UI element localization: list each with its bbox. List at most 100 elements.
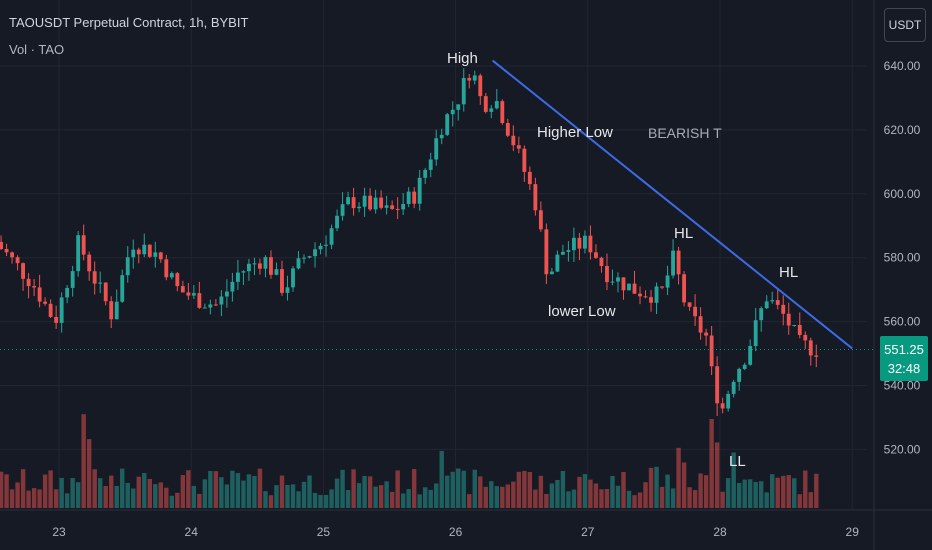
volume-bar: [103, 485, 108, 508]
candle: [775, 300, 780, 305]
candle: [483, 96, 488, 112]
volume-series: [0, 414, 819, 508]
candle: [660, 286, 664, 288]
candle: [434, 138, 439, 160]
volume-bar: [0, 471, 4, 508]
candle: [81, 235, 86, 255]
last-price-value: 551.25: [884, 342, 924, 357]
y-tick-label: 540.00: [884, 379, 921, 393]
annotation-hl-1: HL: [674, 225, 694, 242]
volume-bar: [340, 469, 345, 508]
volume-bar: [285, 484, 290, 508]
candle: [781, 304, 786, 314]
volume-bar: [329, 489, 334, 508]
candle: [527, 171, 532, 185]
candle: [246, 263, 251, 272]
candle: [472, 75, 477, 81]
candle: [500, 101, 505, 124]
volume-bar: [290, 484, 296, 508]
currency-button[interactable]: USDT: [884, 8, 926, 42]
volume-bar: [97, 478, 103, 508]
volume-bar: [714, 442, 720, 508]
candle: [549, 271, 554, 275]
candle: [362, 195, 367, 207]
volume-bar: [456, 468, 461, 508]
candle: [65, 287, 70, 298]
volume-bar: [709, 419, 714, 508]
candle: [120, 275, 125, 302]
candle: [37, 287, 42, 302]
volume-bar: [571, 489, 577, 508]
volume-bar: [676, 447, 681, 508]
volume-bar: [9, 489, 15, 508]
candle: [98, 282, 103, 284]
candle: [263, 257, 268, 269]
candle: [665, 275, 670, 288]
x-tick-label: 29: [846, 525, 860, 539]
volume-bar: [202, 479, 208, 508]
volume-bar: [252, 475, 257, 508]
volume-bar: [654, 466, 659, 508]
candle: [26, 278, 31, 287]
y-tick-label: 640.00: [884, 59, 921, 73]
candle: [180, 286, 185, 293]
volume-bar: [400, 493, 406, 508]
volume-bar: [450, 471, 455, 508]
volume-bar: [114, 485, 119, 508]
bearish-trendline: [491, 59, 853, 350]
volume-bar: [422, 487, 428, 508]
volume-bar: [334, 478, 340, 508]
candle: [235, 272, 240, 282]
volume-bar: [781, 475, 786, 508]
candle: [109, 301, 114, 320]
volume-bar: [692, 490, 698, 508]
volume-bar: [731, 452, 736, 508]
volume-bar: [197, 493, 202, 508]
candle: [709, 335, 714, 367]
candle: [54, 316, 59, 323]
annotation-ll: LL: [729, 453, 746, 470]
volume-bar: [362, 475, 367, 508]
x-tick-label: 27: [581, 525, 595, 539]
volume-bar: [26, 490, 31, 508]
candle: [632, 283, 637, 294]
volume-bar: [213, 471, 219, 508]
volume-bar: [527, 472, 533, 508]
candle: [792, 324, 797, 326]
candle: [136, 249, 141, 255]
candle: [258, 263, 262, 269]
candle: [373, 197, 378, 210]
candle: [439, 134, 444, 139]
candle: [307, 256, 312, 258]
candle: [186, 292, 191, 296]
volume-bar: [224, 484, 230, 508]
volume-bar: [86, 439, 92, 508]
volume-bar: [483, 486, 488, 508]
volume-bar: [180, 475, 186, 508]
candle: [395, 208, 400, 210]
candle: [461, 77, 466, 105]
candle: [522, 148, 527, 172]
annotation-hl-2: HL: [779, 264, 799, 281]
candle: [335, 215, 339, 229]
candle: [748, 345, 753, 365]
candle: [715, 366, 720, 404]
candle: [682, 274, 687, 303]
volume-bar: [142, 473, 147, 508]
annotation-higher-low: Higher Low: [537, 124, 613, 141]
volume-bar: [274, 485, 279, 508]
volume-bar: [439, 450, 444, 508]
candle: [720, 403, 725, 409]
volume-bar: [406, 489, 411, 508]
volume-bar: [610, 475, 615, 508]
volume-bar: [549, 483, 555, 508]
volume-bar: [808, 492, 813, 508]
candle: [803, 334, 808, 341]
volume-bar: [544, 493, 549, 508]
volume-bar: [703, 475, 709, 508]
volume-bar: [378, 485, 384, 508]
volume-bar: [472, 469, 477, 508]
volume-bar: [153, 484, 158, 508]
candle: [153, 252, 158, 257]
